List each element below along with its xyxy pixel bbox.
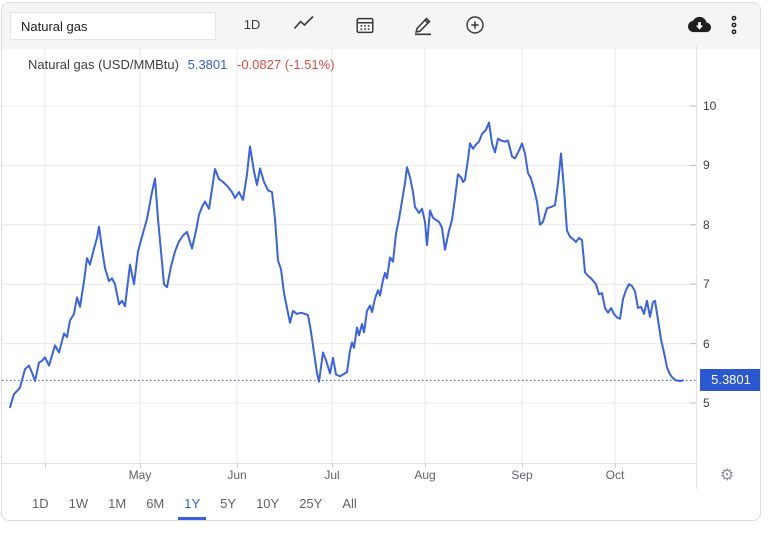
trend-icon: [292, 13, 316, 40]
chart-header: Natural gas (USD/MMBtu) 5.3801 -0.0827 (…: [28, 57, 335, 72]
download-button[interactable]: [687, 14, 711, 38]
search-input[interactable]: [10, 12, 216, 40]
x-axis-tick-label: Sep: [511, 468, 533, 482]
y-axis-tick-label: 7: [703, 277, 710, 292]
draw-icon-button[interactable]: [411, 14, 435, 38]
y-axis-tick-label: 8: [703, 217, 710, 232]
more-vert-icon: [730, 15, 738, 38]
y-axis-line: [696, 45, 697, 489]
x-axis-line: [2, 463, 697, 464]
y-axis-tick-label: 9: [703, 158, 710, 173]
toolbar: 1D: [2, 3, 760, 49]
calendar-icon-button[interactable]: [353, 14, 377, 38]
range-option-5y[interactable]: 5Y: [220, 496, 237, 511]
finance-chart-card: 1D: [1, 2, 761, 521]
cloud-download-icon: [687, 13, 711, 39]
x-axis-tick-label: Aug: [414, 468, 436, 482]
draw-pencil-icon: [411, 13, 435, 40]
range-option-1y[interactable]: 1Y: [178, 487, 207, 520]
range-option-all[interactable]: All: [342, 496, 357, 511]
calendar-icon: [354, 14, 376, 39]
x-axis-tick: [140, 463, 141, 468]
range-selector: 1D 1W 1M 6M 1Y 5Y 10Y 25Y All: [2, 487, 760, 520]
x-axis-tick-label: Jul: [324, 468, 340, 482]
range-option-1d[interactable]: 1D: [32, 496, 49, 511]
x-axis-tick-label: Jun: [227, 468, 247, 482]
chart-plot-area[interactable]: [2, 45, 697, 463]
y-axis-tick-label: 6: [703, 336, 710, 351]
x-axis-tick-label: May: [128, 468, 152, 482]
x-axis-tick: [45, 463, 46, 468]
x-axis-tick-label: Oct: [605, 468, 625, 482]
current-price: 5.3801: [187, 57, 228, 72]
x-axis-tick: [332, 463, 333, 468]
x-axis-tick: [237, 463, 238, 468]
x-axis-tick: [522, 463, 523, 468]
x-axis-tick: [615, 463, 616, 468]
interval-button[interactable]: 1D: [236, 17, 268, 32]
y-axis-tick-label: 10: [703, 99, 717, 113]
add-icon-button[interactable]: [463, 14, 487, 38]
range-option-1m[interactable]: 1M: [108, 496, 127, 511]
x-axis-labels: May Jun Jul Aug Sep Oct: [2, 463, 697, 488]
range-option-1w[interactable]: 1W: [68, 496, 89, 511]
gear-icon[interactable]: ⚙: [719, 467, 735, 484]
add-circle-icon: [464, 14, 486, 39]
more-menu-button[interactable]: [727, 14, 741, 38]
last-price-badge: 5.3801: [700, 369, 760, 391]
trend-icon-button[interactable]: [292, 14, 316, 38]
x-axis-tick: [425, 463, 426, 468]
range-option-10y[interactable]: 10Y: [256, 496, 280, 511]
price-change: -0.0827 (-1.51%): [237, 57, 335, 72]
y-axis-tick-label: 5: [703, 396, 710, 410]
chart-area: 10 9 8 7 6 5: [2, 45, 760, 463]
range-option-25y[interactable]: 25Y: [299, 496, 323, 511]
range-option-6m[interactable]: 6M: [146, 496, 165, 511]
symbol-title: Natural gas (USD/MMBtu): [28, 57, 179, 72]
